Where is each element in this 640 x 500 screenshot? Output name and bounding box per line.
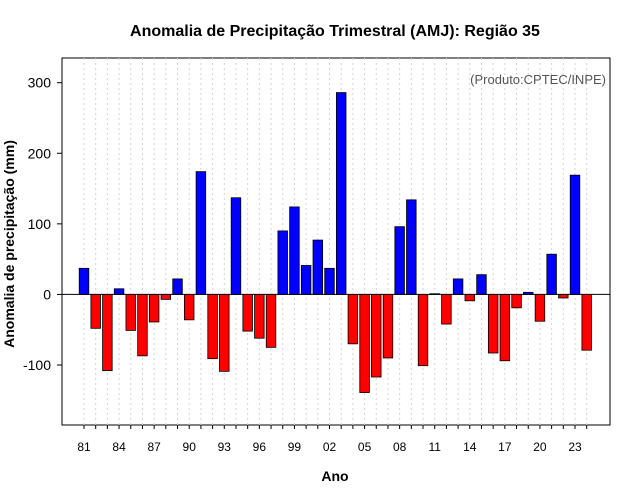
y-tick-label: 0: [43, 286, 51, 302]
bar-1995: [242, 294, 253, 332]
y-tick-label: -100: [23, 357, 51, 373]
bar-1997: [265, 294, 277, 348]
bar-2020: [534, 294, 546, 322]
bar-2006: [371, 294, 382, 378]
x-tick-label: 96: [253, 440, 267, 454]
chart-title: Anomalia de Precipitação Trimestral (AMJ…: [130, 23, 540, 40]
bar-2023: [569, 174, 581, 295]
x-tick-label: 11: [428, 440, 441, 454]
bar-2021: [546, 253, 557, 295]
bar-2000: [300, 265, 312, 295]
x-tick-label: 23: [568, 440, 582, 454]
bar-2010: [417, 294, 429, 367]
bar-2022: [558, 294, 569, 299]
x-tick-label: 08: [393, 440, 407, 454]
y-tick-label: 200: [28, 145, 52, 161]
x-tick-label: 81: [77, 440, 91, 454]
bar-2003: [335, 92, 347, 295]
bar-2005: [359, 294, 370, 393]
y-tick-label: 300: [28, 75, 52, 91]
bar-2015: [476, 274, 487, 295]
bar-2008: [394, 226, 405, 295]
bar-1984: [113, 288, 125, 295]
bars: [78, 92, 592, 393]
bar-1988: [160, 294, 172, 300]
x-tick-label: 87: [147, 440, 161, 454]
bar-1996: [254, 294, 265, 339]
y-tick-label: 100: [28, 216, 52, 232]
x-tick-label: 02: [323, 440, 337, 454]
bar-2002: [324, 267, 335, 295]
x-axis-label: Ano: [321, 468, 348, 484]
x-tick-label: 90: [183, 440, 197, 454]
bar-2016: [487, 294, 499, 354]
gridlines: [83, 58, 588, 425]
bar-1990: [184, 294, 195, 321]
y-axis-label: Anomalia de precipitação (mm): [1, 140, 17, 348]
x-tick-label: 20: [533, 440, 547, 454]
bar-1985: [125, 294, 136, 331]
x-tick-label: 93: [218, 440, 232, 454]
x-tick-label: 05: [358, 440, 372, 454]
bar-2009: [406, 199, 417, 295]
bar-1999: [289, 206, 300, 295]
x-axis: 81 84 87 90 93 96 99 02 05 08 11 14 17 20 23: [77, 425, 588, 454]
bar-1991: [195, 171, 207, 295]
x-tick-label: 14: [463, 440, 477, 454]
bar-2012: [441, 294, 452, 325]
bar-1982: [90, 294, 101, 329]
bar-2017: [499, 294, 511, 362]
bar-2001: [312, 239, 324, 295]
bar-1992: [207, 294, 218, 360]
plot-frame: [61, 57, 611, 426]
bar-2004: [347, 294, 359, 345]
x-tick-label: 84: [112, 440, 126, 454]
bar-1983: [102, 294, 113, 372]
bar-1989: [172, 278, 183, 295]
x-tick-label: 17: [498, 440, 512, 454]
bar-2014: [464, 294, 475, 302]
bar-1986: [137, 294, 148, 357]
bar-2013: [452, 278, 464, 295]
y-axis: -100 0 100 200 300: [23, 75, 62, 373]
bar-1993: [219, 294, 230, 372]
bar-2024: [581, 294, 592, 351]
bar-2018: [511, 294, 522, 309]
product-credit: (Produto:CPTEC/INPE): [470, 72, 606, 87]
bar-1981: [78, 267, 90, 295]
bar-1987: [148, 294, 160, 323]
bar-2007: [382, 294, 394, 359]
x-tick-label: 99: [288, 440, 302, 454]
bar-1994: [230, 197, 242, 295]
bar-1998: [277, 230, 288, 295]
